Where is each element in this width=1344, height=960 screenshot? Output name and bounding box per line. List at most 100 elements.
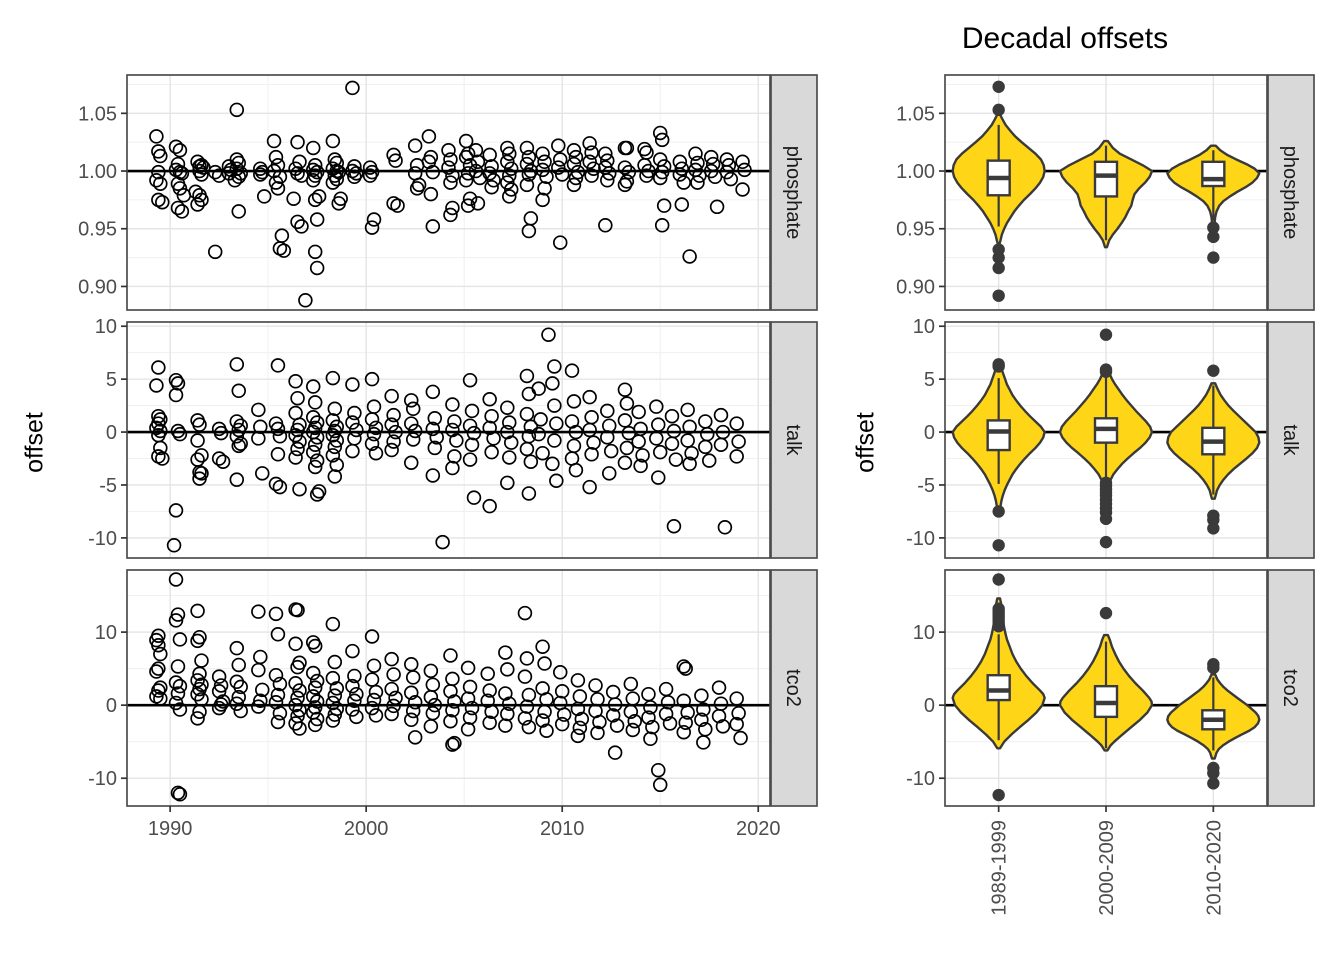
- scatter-point: [674, 161, 690, 176]
- scatter-point: [421, 129, 437, 144]
- scatter-point: [155, 194, 170, 210]
- scatter-point: [484, 704, 499, 719]
- scatter-point: [325, 616, 341, 632]
- scatter-point: [696, 735, 711, 750]
- y-tick-label: 0: [924, 695, 935, 717]
- scatter-point: [537, 181, 552, 196]
- x-tick-label: 2020: [736, 818, 781, 840]
- scatter-point: [211, 168, 227, 183]
- scatter-point: [584, 145, 599, 160]
- outlier-dot: [1207, 766, 1220, 780]
- scatter-point: [625, 722, 641, 738]
- scatter-point: [174, 204, 190, 219]
- scatter-point: [521, 149, 537, 165]
- scatter-point: [229, 640, 245, 656]
- scatter-point: [309, 487, 325, 502]
- panel-border: [126, 569, 771, 807]
- scatter-point: [643, 700, 658, 715]
- scatter-point: [305, 379, 321, 394]
- scatter-point: [462, 418, 478, 433]
- scatter-point: [292, 434, 307, 449]
- scatter-point: [652, 777, 668, 793]
- outlier-dot: [1099, 365, 1113, 378]
- scatter-point: [309, 453, 325, 468]
- scatter-point: [729, 716, 744, 732]
- scatter-point: [388, 690, 403, 706]
- panel-border: [126, 321, 771, 559]
- scatter-point: [696, 702, 711, 717]
- scatter-point: [292, 154, 307, 170]
- scatter-point: [582, 422, 597, 438]
- scatter-point: [194, 167, 209, 182]
- scatter-point: [229, 696, 245, 711]
- scatter-point: [458, 173, 474, 188]
- violin-layer: [951, 328, 1261, 552]
- scatter-point: [500, 662, 515, 677]
- y-tick-label: 1.05: [78, 103, 117, 125]
- y-tick-label: 1.00: [78, 161, 117, 183]
- scatter-point: [694, 688, 709, 703]
- scatter-point: [551, 138, 566, 153]
- scatter-point: [268, 476, 284, 492]
- scatter-point: [549, 416, 564, 431]
- y-tick-label: 1.05: [896, 103, 935, 125]
- scatter-point: [190, 197, 205, 212]
- scatter-point: [290, 602, 305, 618]
- scatter-point: [551, 160, 566, 175]
- scatter-point: [168, 139, 184, 155]
- scatter-point: [290, 390, 305, 406]
- scatter-point: [327, 439, 343, 455]
- scatter-point: [288, 374, 303, 389]
- scatter-point: [619, 140, 635, 156]
- scatter-point: [552, 152, 568, 167]
- scatter-point: [384, 681, 399, 697]
- scatter-point: [468, 163, 484, 179]
- scatter-point: [601, 166, 617, 181]
- scatter-point: [519, 406, 535, 422]
- scatter-point: [482, 715, 497, 730]
- scatter-point: [498, 718, 513, 733]
- scatter-point: [535, 639, 550, 654]
- scatter-point: [694, 712, 709, 728]
- y-tick-label: 10: [95, 316, 117, 338]
- scatter-point: [680, 705, 695, 720]
- scatter-point: [386, 407, 401, 423]
- scatter-point: [654, 164, 670, 180]
- scatter-point: [268, 175, 284, 190]
- scatter-point: [682, 456, 697, 472]
- scatter-point: [270, 714, 286, 730]
- scatter-point: [366, 692, 382, 708]
- scatter-point: [678, 661, 693, 676]
- scatter-point: [168, 503, 184, 518]
- scatter-point: [672, 167, 688, 182]
- scatter-point: [307, 437, 323, 453]
- scatter-point: [651, 762, 666, 778]
- scatter-point: [423, 663, 439, 679]
- scatter-point: [233, 436, 248, 451]
- scatter-point: [272, 705, 288, 721]
- scatter-layer: [149, 572, 748, 802]
- scatter-point: [425, 384, 441, 400]
- scatter-point: [521, 486, 537, 501]
- facet-strip: [770, 74, 818, 311]
- scatter-point: [233, 679, 248, 695]
- scatter-point: [443, 648, 458, 663]
- scatter-point: [682, 419, 697, 435]
- scatter-point: [366, 212, 382, 227]
- violin-layer: [951, 573, 1261, 802]
- scatter-point: [668, 452, 684, 467]
- scatter-point: [253, 167, 268, 182]
- scatter-point: [153, 646, 168, 662]
- scatter-point: [600, 173, 615, 188]
- scatter-point: [309, 430, 325, 445]
- x-tick-label: 2010: [540, 818, 585, 840]
- scatter-point: [307, 680, 323, 695]
- scatter-point: [298, 293, 313, 308]
- facet-strip-label: phosphate: [1279, 146, 1301, 239]
- scatter-point: [231, 204, 246, 219]
- scatter-point: [711, 708, 727, 724]
- scatter-point: [211, 700, 227, 716]
- scatter-point: [192, 471, 207, 486]
- scatter-point: [276, 243, 292, 258]
- scatter-point: [231, 438, 246, 454]
